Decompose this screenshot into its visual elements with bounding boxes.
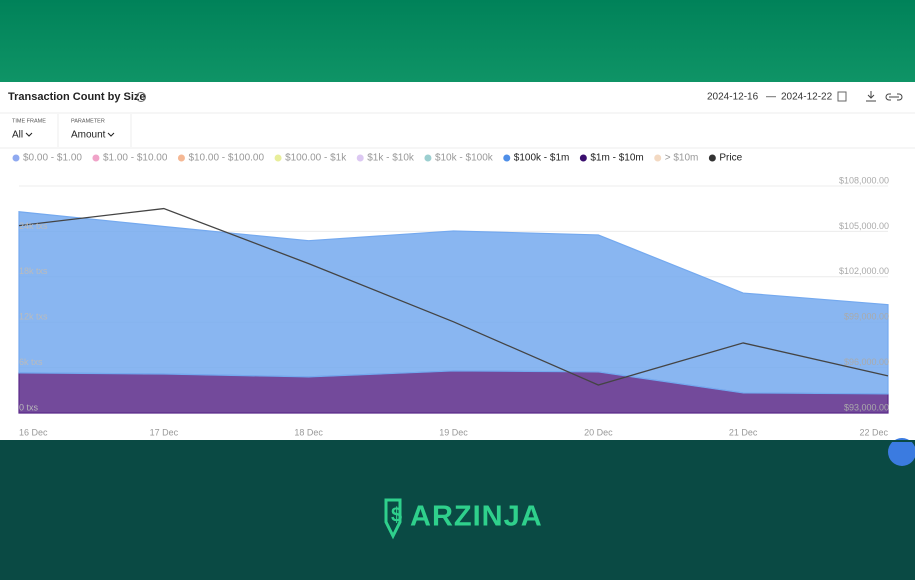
title: Transaction Count by Size [8, 91, 146, 103]
x-tick-label: 22 Dec [859, 427, 888, 437]
filter-value[interactable]: Amount [71, 130, 106, 141]
y-tick-label: 6k txs [19, 357, 43, 367]
legend-swatch [356, 154, 364, 162]
filter-label: PARAMETER [71, 118, 105, 124]
y-tick-label: 18k txs [19, 266, 48, 276]
filter-label: TIME FRAME [12, 118, 46, 124]
y2-tick-label: $93,000.00 [844, 402, 889, 412]
y-tick-label: 0 txs [19, 402, 39, 412]
date-from[interactable]: 2024-12-16 [707, 92, 759, 103]
legend-swatch [274, 154, 282, 162]
chevron [107, 132, 115, 137]
logo-dollar: $ [391, 504, 402, 526]
legend-swatch [92, 154, 100, 162]
y2-tick-label: $99,000.00 [844, 312, 889, 322]
legend-swatch [579, 154, 587, 162]
logo-icon [384, 498, 402, 540]
footer [0, 440, 915, 580]
y2-tick-label: $105,000.00 [839, 221, 889, 231]
filter-value[interactable]: All [12, 130, 23, 141]
date-to[interactable]: 2024-12-22 [781, 92, 833, 103]
legend-swatch [654, 154, 662, 162]
y2-tick-label: $102,000.00 [839, 266, 889, 276]
legend-label[interactable]: $100k - $1m [514, 153, 570, 164]
legend-label[interactable]: Price [719, 153, 742, 164]
legend-label[interactable]: $1k - $10k [367, 153, 415, 164]
y-tick-label: 24k txs [19, 221, 48, 231]
x-tick-label: 19 Dec [439, 427, 468, 437]
link-icon[interactable] [885, 93, 903, 101]
y-tick-label: 12k txs [19, 312, 48, 322]
x-tick-label: 18 Dec [294, 427, 323, 437]
legend-swatch [424, 154, 432, 162]
legend-swatch [177, 154, 185, 162]
price-line [18, 207, 889, 386]
brand: ARZINJA [410, 501, 543, 533]
legend-label[interactable]: $0.00 - $1.00 [23, 153, 82, 164]
x-tick-label: 16 Dec [19, 427, 48, 437]
help-icon[interactable] [136, 92, 146, 102]
legend-label[interactable]: $1m - $10m [590, 153, 643, 164]
legend-label[interactable]: $100.00 - $1k [285, 153, 347, 164]
legend-swatch [12, 154, 20, 162]
plot: 0 txs 6k txs 12k txs 18k txs 24k txs $93,000.… [18, 175, 889, 437]
area [18, 211, 889, 395]
top-banner [0, 0, 915, 82]
legend-swatch [708, 154, 716, 162]
legend-label[interactable]: $1.00 - $10.00 [103, 153, 168, 164]
legend-label[interactable]: $10k - $100k [435, 153, 494, 164]
x-tick-label: 17 Dec [150, 427, 179, 437]
legend-label[interactable]: $10.00 - $100.00 [188, 153, 264, 164]
x-tick-label: 21 Dec [729, 427, 758, 437]
y2-tick-label: $96,000.00 [844, 357, 889, 367]
x-tick-label: 20 Dec [584, 427, 613, 437]
download-icon[interactable] [866, 91, 876, 102]
footer-edge [0, 440, 915, 442]
legend-label[interactable]: > $10m [665, 153, 699, 164]
calendar-icon[interactable] [837, 91, 847, 102]
y2-tick-label: $108,000.00 [839, 175, 889, 185]
chat-button[interactable] [888, 438, 915, 466]
chevron [25, 132, 33, 137]
date-sep: — [766, 92, 776, 103]
legend-swatch [503, 154, 511, 162]
